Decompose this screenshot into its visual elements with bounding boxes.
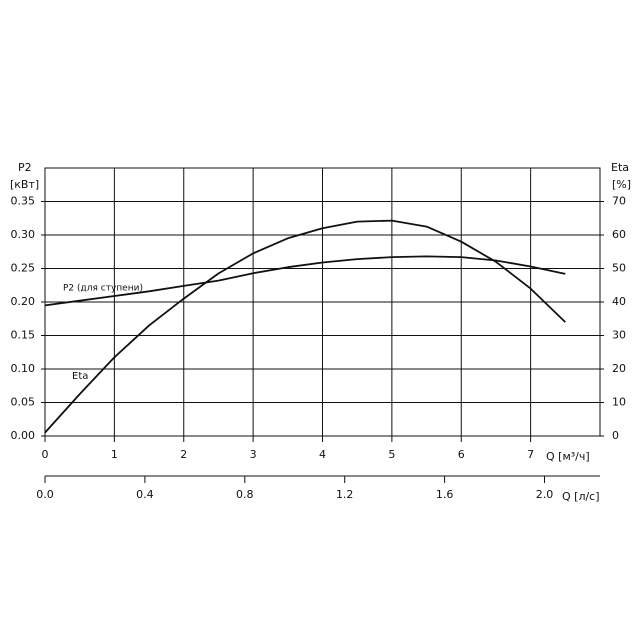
x2-tick-label: 2.0 — [536, 488, 554, 501]
y-tick-label: 0.05 — [11, 396, 36, 409]
y2-tick-label: 50 — [612, 262, 626, 275]
x2-axis-label: Q [л/с] — [562, 490, 600, 503]
y-axis-label: P2 — [18, 161, 32, 174]
y2-tick-label: 30 — [612, 329, 626, 342]
y-axis-unit: [кВт] — [10, 178, 39, 191]
x2-tick-label: 0.4 — [136, 488, 154, 501]
x2-tick-label: 1.6 — [436, 488, 454, 501]
y2-axis-label: Eta — [611, 161, 629, 174]
y-tick-label: 0.35 — [11, 195, 36, 208]
y-tick-label: 0.20 — [11, 295, 36, 308]
x2-tick-label: 0.0 — [36, 488, 54, 501]
y2-tick-label: 0 — [612, 429, 619, 442]
x-tick-label: 1 — [111, 448, 118, 461]
y2-tick-label: 40 — [612, 295, 626, 308]
y-tick-label: 0.30 — [11, 228, 36, 241]
y-tick-label: 0.00 — [11, 429, 36, 442]
x2-tick-label: 0.8 — [236, 488, 254, 501]
series-line — [44, 255, 566, 307]
series-annotation: Eta — [72, 371, 88, 382]
y-tick-label: 0.15 — [11, 329, 36, 342]
x-tick-label: 0 — [42, 448, 49, 461]
y-tick-label: 0.25 — [11, 262, 36, 275]
y2-tick-label: 20 — [612, 362, 626, 375]
x-tick-label: 3 — [250, 448, 257, 461]
x-tick-label: 4 — [319, 448, 326, 461]
x-tick-label: 7 — [527, 448, 534, 461]
y2-tick-label: 70 — [612, 195, 626, 208]
x-axis-label: Q [м³/ч] — [546, 450, 590, 463]
series-annotation: P2 (для ступени) — [63, 284, 143, 294]
x-tick-label: 5 — [388, 448, 395, 461]
series-line — [44, 219, 566, 434]
y2-tick-label: 60 — [612, 228, 626, 241]
x-tick-label: 2 — [180, 448, 187, 461]
y2-tick-label: 10 — [612, 396, 626, 409]
x-tick-label: 6 — [458, 448, 465, 461]
y2-axis-unit: [%] — [612, 178, 631, 191]
x2-tick-label: 1.2 — [336, 488, 354, 501]
y-tick-label: 0.10 — [11, 362, 36, 375]
